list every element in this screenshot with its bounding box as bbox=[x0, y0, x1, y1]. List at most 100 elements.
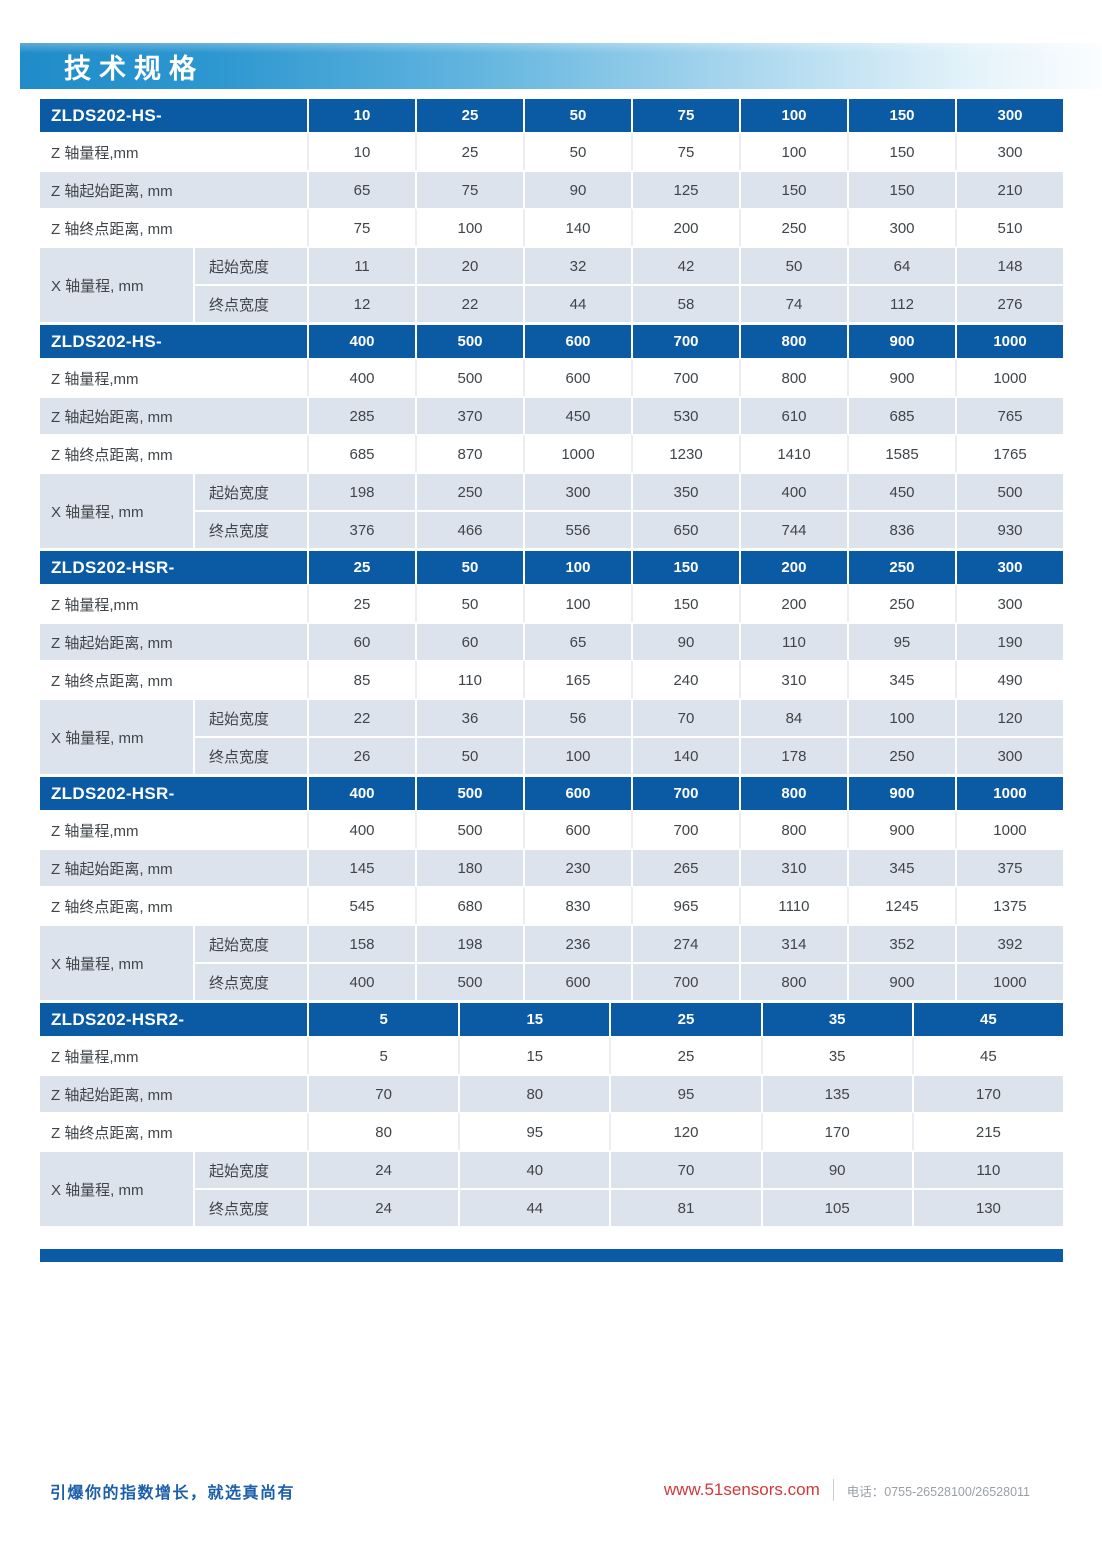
sub-row-label: 起始宽度 bbox=[193, 1150, 308, 1188]
cell-value: 60 bbox=[307, 622, 415, 660]
cell-value: 1765 bbox=[955, 434, 1063, 472]
column-header: 900 bbox=[846, 777, 955, 810]
cell-value: 100 bbox=[739, 132, 847, 170]
cell-value: 400 bbox=[307, 810, 415, 848]
row-label: Z 轴终点距离, mm bbox=[40, 886, 308, 924]
footer-divider bbox=[832, 1479, 834, 1501]
cell-value: 40 bbox=[458, 1150, 610, 1188]
table-row: X 轴量程, mm 起始宽度 24 40 70 90 110 bbox=[40, 1150, 1063, 1226]
cell-value: 376 bbox=[307, 510, 415, 548]
cell-value: 250 bbox=[415, 472, 523, 510]
cell-value: 84 bbox=[738, 698, 847, 736]
cell-value: 392 bbox=[954, 924, 1063, 962]
cell-value: 900 bbox=[846, 962, 955, 1000]
sub-row-label: 终点宽度 bbox=[193, 1188, 308, 1226]
cell-value: 800 bbox=[738, 810, 847, 848]
cell-value: 500 bbox=[955, 472, 1063, 510]
cell-value: 80 bbox=[458, 1074, 610, 1112]
column-header: 35 bbox=[760, 1003, 912, 1036]
group-row-label: X 轴量程, mm bbox=[40, 246, 193, 322]
column-header: 15 bbox=[458, 1003, 610, 1036]
cell-value: 148 bbox=[955, 246, 1063, 284]
column-header: 25 bbox=[415, 99, 523, 132]
cell-value: 11 bbox=[307, 246, 415, 284]
cell-value: 870 bbox=[415, 434, 523, 472]
table-header-row: ZLDS202-HSR- 25 50 100 150 200 250 300 bbox=[40, 551, 1063, 584]
cell-value: 265 bbox=[630, 848, 739, 886]
row-label: Z 轴量程,mm bbox=[40, 358, 307, 396]
page-title: 技术规格 bbox=[64, 53, 204, 84]
table-row: Z 轴量程,mm 400 500 600 700 800 900 1000 bbox=[40, 358, 1063, 396]
cell-value: 125 bbox=[631, 170, 739, 208]
cell-value: 110 bbox=[911, 1150, 1063, 1188]
cell-value: 90 bbox=[760, 1150, 912, 1188]
cell-value: 100 bbox=[846, 698, 955, 736]
row-label: Z 轴起始距离, mm bbox=[40, 396, 307, 434]
row-label: Z 轴起始距离, mm bbox=[40, 170, 307, 208]
cell-value: 500 bbox=[415, 358, 523, 396]
cell-value: 352 bbox=[846, 924, 955, 962]
column-header: 900 bbox=[847, 325, 955, 358]
footer-phone: 电话：0755-26528100/26528011 bbox=[846, 1484, 1030, 1499]
cell-value: 466 bbox=[415, 510, 523, 548]
cell-value: 178 bbox=[738, 736, 847, 774]
cell-value: 12 bbox=[307, 284, 415, 322]
table-row: Z 轴起始距离, mm 70 80 95 135 170 bbox=[40, 1074, 1063, 1112]
row-label: Z 轴起始距离, mm bbox=[40, 622, 308, 660]
column-header: 250 bbox=[846, 551, 955, 584]
column-header: 150 bbox=[630, 551, 739, 584]
sub-row-label: 终点宽度 bbox=[193, 510, 307, 548]
cell-value: 105 bbox=[760, 1188, 912, 1226]
spec-tables: ZLDS202-HS- 10 25 50 75 100 150 300 Z 轴量程,mm 10 25… bbox=[40, 99, 1063, 1229]
cell-value: 150 bbox=[630, 584, 739, 622]
model-label: ZLDS202-HSR2- bbox=[40, 1003, 308, 1036]
row-label: Z 轴量程,mm bbox=[40, 584, 308, 622]
cell-value: 345 bbox=[846, 660, 955, 698]
cell-value: 240 bbox=[630, 660, 739, 698]
cell-value: 35 bbox=[760, 1036, 912, 1074]
cell-value: 500 bbox=[415, 962, 523, 1000]
row-label: Z 轴量程,mm bbox=[40, 810, 308, 848]
cell-value: 215 bbox=[911, 1112, 1063, 1150]
table-row: Z 轴终点距离, mm 80 95 120 170 215 bbox=[40, 1112, 1063, 1150]
cell-value: 744 bbox=[739, 510, 847, 548]
row-label: Z 轴起始距离, mm bbox=[40, 848, 308, 886]
cell-value: 140 bbox=[523, 208, 631, 246]
cell-value: 300 bbox=[954, 584, 1063, 622]
column-header: 300 bbox=[955, 99, 1063, 132]
cell-value: 45 bbox=[911, 1036, 1063, 1074]
cell-value: 490 bbox=[954, 660, 1063, 698]
cell-value: 450 bbox=[523, 396, 631, 434]
table-row: Z 轴量程,mm 5 15 25 35 45 bbox=[40, 1036, 1063, 1074]
cell-value: 140 bbox=[630, 736, 739, 774]
cell-value: 900 bbox=[846, 810, 955, 848]
cell-value: 130 bbox=[911, 1188, 1063, 1226]
column-header: 200 bbox=[738, 551, 847, 584]
cell-value: 95 bbox=[609, 1074, 761, 1112]
sub-row-label: 终点宽度 bbox=[193, 962, 308, 1000]
table-row: X 轴量程, mm 起始宽度 22 36 56 70 84 100 120 bbox=[40, 698, 1063, 774]
cell-value: 22 bbox=[307, 698, 415, 736]
column-header: 400 bbox=[307, 325, 415, 358]
cell-value: 95 bbox=[846, 622, 955, 660]
cell-value: 58 bbox=[631, 284, 739, 322]
table-row: Z 轴终点距离, mm 685 870 1000 1230 1410 1585 1765 bbox=[40, 434, 1063, 472]
cell-value: 50 bbox=[523, 132, 631, 170]
cell-value: 1000 bbox=[523, 434, 631, 472]
table-row: Z 轴起始距离, mm 145 180 230 265 310 345 375 bbox=[40, 848, 1063, 886]
table-row: Z 轴终点距离, mm 545 680 830 965 1110 1245 1375 bbox=[40, 886, 1063, 924]
cell-value: 1375 bbox=[954, 886, 1063, 924]
cell-value: 836 bbox=[847, 510, 955, 548]
model-label: ZLDS202-HS- bbox=[40, 99, 307, 132]
column-header: 50 bbox=[523, 99, 631, 132]
table-row: 终点宽度 12 22 44 58 74 112 276 bbox=[40, 284, 1063, 322]
spec-table: ZLDS202-HS- 400 500 600 700 800 900 1000 Z 轴量程,m… bbox=[40, 325, 1063, 548]
spec-table: ZLDS202-HSR- 400 500 600 700 800 900 1000 Z 轴量程,… bbox=[40, 777, 1063, 1000]
cell-value: 120 bbox=[609, 1112, 761, 1150]
cell-value: 80 bbox=[307, 1112, 459, 1150]
footer-website-link[interactable]: www.51sensors.com bbox=[663, 1480, 820, 1499]
cell-value: 400 bbox=[307, 962, 415, 1000]
model-label: ZLDS202-HSR- bbox=[40, 777, 308, 810]
column-header: 10 bbox=[307, 99, 415, 132]
